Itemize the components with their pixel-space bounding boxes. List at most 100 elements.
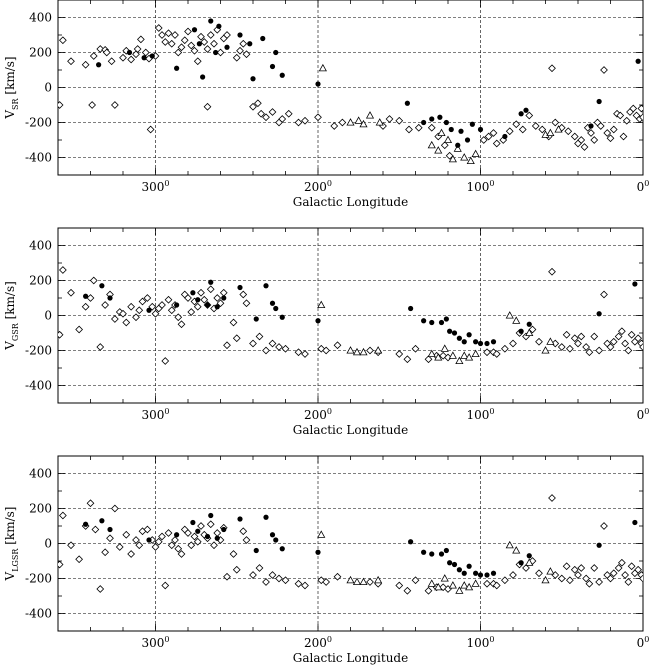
diamond-point (177, 550, 186, 558)
diamond-point (522, 564, 530, 572)
diamond-point (275, 343, 283, 351)
diamond-point (206, 520, 215, 529)
filled-circle-point (464, 137, 471, 143)
filled-circle-point (149, 53, 155, 59)
diamond-point (501, 576, 509, 585)
triangle-point (346, 575, 355, 584)
triangle-point (317, 300, 326, 308)
filled-circle-point (126, 49, 133, 56)
diamond-point (489, 579, 498, 588)
triangle-point (505, 540, 514, 549)
diamond-point (596, 122, 605, 130)
diamond-point (161, 581, 170, 590)
diamond-point (122, 46, 131, 55)
filled-circle-point (473, 339, 479, 345)
diamond-point (570, 132, 579, 141)
diamond-point (96, 585, 105, 593)
diamond-point (479, 136, 488, 144)
diamond-point (616, 111, 625, 120)
diamond-point (512, 120, 521, 129)
triangle-point (448, 351, 457, 359)
filled-circle-point (279, 546, 285, 552)
diamond-point (81, 302, 90, 311)
diamond-point (278, 115, 287, 123)
diamond-point (535, 569, 543, 578)
triangle-point (317, 530, 326, 538)
triangle-point (546, 567, 555, 575)
triangle-point (525, 328, 534, 336)
diamond-point (606, 574, 615, 583)
diamond-point (213, 294, 222, 302)
diamond-point (119, 53, 127, 62)
diamond-point (262, 578, 270, 586)
diamond-point (395, 116, 404, 125)
x-tick-label: 00 (637, 635, 650, 650)
diamond-point (639, 343, 643, 351)
x-tick-label: 3000 (142, 635, 170, 650)
filled-circle-point (200, 74, 206, 80)
diamond-point (595, 346, 603, 355)
x-axis-label: Galactic Longitude (293, 423, 408, 437)
diamond-point (557, 343, 566, 351)
y-tick-label: 400 (29, 467, 52, 481)
diamond-point (184, 529, 192, 537)
filled-circle-point (526, 321, 532, 327)
diamond-point (223, 341, 231, 350)
filled-circle-point (596, 542, 602, 548)
diamond-point (249, 339, 257, 348)
diamond-point (528, 325, 537, 334)
filled-circle-point (208, 512, 214, 519)
diamond-point (614, 564, 623, 572)
filled-circle-point (477, 572, 484, 578)
diamond-point (509, 571, 517, 579)
diamond-point (58, 330, 64, 339)
diamond-point (96, 343, 105, 351)
y-tick-label: -200 (25, 572, 52, 586)
filled-circle-point (250, 76, 256, 82)
triangle-point (440, 574, 449, 582)
diamond-point (219, 288, 228, 297)
filled-circle-point (523, 107, 529, 113)
diamond-point (138, 297, 147, 306)
filled-circle-point (174, 65, 180, 71)
diamond-point (96, 45, 105, 53)
filled-circle-point (429, 551, 435, 557)
triangle-point (448, 581, 457, 589)
diamond-point (154, 24, 163, 32)
diamond-point (75, 555, 83, 564)
diamond-point (59, 36, 67, 45)
triangle-point (352, 577, 362, 585)
diamond-point (562, 562, 571, 571)
diamond-point (151, 543, 160, 551)
diamond-point (548, 494, 556, 502)
filled-circle-point (263, 514, 269, 520)
diamond-point (146, 125, 155, 134)
filled-circle-point (260, 35, 266, 42)
diamond-point (177, 320, 186, 329)
filled-circle-point (632, 519, 638, 526)
diamond-point (242, 299, 251, 308)
diamond-point (395, 581, 404, 590)
diamond-point (229, 550, 238, 558)
diamond-point (618, 327, 626, 336)
diamond-point (193, 57, 202, 66)
filled-circle-point (213, 49, 219, 56)
x-tick-label: 1000 (467, 179, 495, 194)
diamond-point (143, 525, 152, 534)
diamond-point (294, 118, 303, 127)
diamond-point (107, 57, 116, 66)
filled-circle-point (269, 300, 276, 306)
triangle-point (455, 586, 464, 594)
diamond-point (590, 136, 599, 144)
x-tick-label: 2000 (304, 407, 332, 422)
triangle-point (471, 149, 480, 157)
diamond-point (67, 288, 75, 297)
diamond-point (629, 104, 638, 113)
filled-circle-point (221, 295, 227, 301)
diamond-point (106, 534, 114, 543)
filled-circle-point (190, 290, 196, 296)
diamond-point (242, 536, 251, 544)
triangle-point (453, 144, 462, 152)
filled-circle-point (447, 328, 453, 334)
diamond-point (624, 578, 633, 586)
